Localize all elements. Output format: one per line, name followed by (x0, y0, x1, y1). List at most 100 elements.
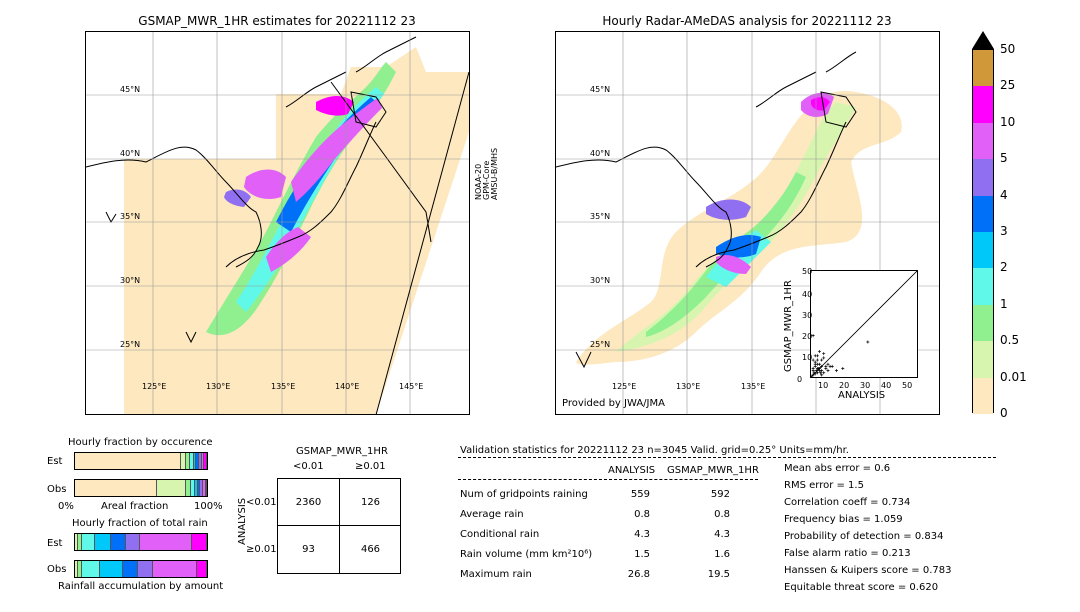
right-map-title: Hourly Radar-AMeDAS analysis for 2022111… (602, 14, 892, 28)
colorbar-segment (973, 232, 993, 269)
colorbar-tick-label: 5 (1000, 151, 1008, 166)
lon-label: 135°E (741, 382, 766, 391)
scatter-xlabel: ANALYSIS (838, 390, 886, 401)
scatter-point (811, 358, 815, 362)
scatter-xtick: 30 (860, 381, 871, 390)
stat-label: Rain volume (mm km²10⁶) (460, 549, 593, 560)
stat-gsmap: 592 (710, 489, 730, 500)
bar-segment (202, 480, 206, 496)
lat-label: 30°N (120, 276, 141, 285)
scatter-point (817, 362, 821, 366)
scatter-point (813, 354, 817, 358)
colorbar-tick-label: 10 (1000, 114, 1016, 129)
scatter-point (814, 369, 818, 373)
contingency-cell: 93 (302, 544, 315, 555)
bar-segment (77, 534, 82, 550)
colorbar-tick-label: 25 (1000, 78, 1016, 93)
scatter-point (820, 369, 824, 373)
occurrence-xlabel: Areal fraction (101, 501, 169, 512)
bar-segment (123, 561, 139, 577)
lon-label: 130°E (206, 382, 231, 391)
scatter-ytick: 20 (802, 332, 813, 341)
stat-analysis: 4.3 (634, 529, 650, 540)
bar-segment (99, 561, 124, 577)
bar-segment (191, 480, 196, 496)
bar-segment (138, 561, 153, 577)
colorbar-segment (973, 341, 993, 378)
scatter-point (866, 340, 870, 344)
scatter-point (822, 356, 826, 360)
score-line: Hanssen & Kuipers score = 0.783 (784, 565, 952, 576)
scatter-ytick: 10 (802, 353, 813, 362)
stat-label: Num of gridpoints raining (460, 489, 588, 500)
score-line: RMS error = 1.5 (784, 480, 864, 491)
score-line: Mean abs error = 0.6 (784, 463, 891, 474)
stat-analysis: 0.8 (634, 509, 650, 520)
contingency-cell: 2360 (295, 497, 322, 508)
stat-analysis: 26.8 (627, 569, 650, 580)
bar-segment (197, 480, 201, 496)
scatter-ytick: 50 (802, 267, 813, 276)
stat-gsmap: 1.6 (714, 549, 730, 560)
stat-analysis: 1.5 (634, 549, 650, 560)
lat-label: 45°N (120, 85, 141, 94)
scatter-ylabel: GSMAP_MWR_1HR (783, 280, 794, 372)
stat-gsmap: 19.5 (707, 569, 730, 580)
scatter-point (820, 373, 824, 377)
stat-gsmap: 0.8 (714, 509, 730, 520)
bar-segment (77, 561, 83, 577)
occurrence-bar-est (74, 452, 208, 470)
scatter-point (815, 358, 819, 362)
occurrence-bar-obs (74, 479, 208, 497)
scatter-point (822, 352, 826, 356)
bar-segment (152, 561, 197, 577)
scatter-point (811, 334, 815, 338)
colorbar-tick-label: 0.01 (1000, 369, 1027, 384)
scatter-point (822, 371, 826, 375)
bar-segment (94, 534, 111, 550)
colorbar-segment (973, 377, 993, 414)
left-map-canvas (86, 32, 469, 414)
left-map-title: GSMAP_MWR_1HR estimates for 20221112 23 (138, 14, 416, 28)
occurrence-title: Hourly fraction by occurence (68, 437, 213, 448)
scatter-point (819, 371, 823, 375)
colorbar-segment (973, 268, 993, 305)
contingency-table: 2360 126 93 466 (277, 478, 401, 574)
contingency-row-label: <0.01 (246, 497, 277, 508)
scatter-point (811, 373, 815, 377)
bar-segment (189, 453, 194, 469)
lat-label: 45°N (590, 85, 611, 94)
colorbar (972, 49, 994, 414)
scatter-point (815, 367, 819, 371)
colorbar-tick-label: 0 (1000, 406, 1008, 420)
stat-analysis: 559 (630, 489, 650, 500)
bar-segment (156, 480, 186, 496)
validation-divider (458, 479, 758, 480)
bar-segment (195, 480, 198, 496)
colorbar-segment (973, 159, 993, 196)
lat-label: 40°N (120, 149, 141, 158)
bar-segment (205, 480, 207, 496)
lon-label: 130°E (676, 382, 701, 391)
lon-label: 125°E (612, 382, 637, 391)
scatter-point (813, 372, 817, 376)
left-map: 45°N 40°N 35°N 30°N 25°N 125°E 130°E 135… (85, 31, 470, 415)
colorbar-tick-label: 1 (1000, 296, 1008, 311)
scatter-point (841, 367, 845, 371)
occurrence-row-obs: Obs (47, 484, 67, 495)
occurrence-xtick-0: 0% (58, 501, 74, 512)
lon-label: 125°E (142, 382, 167, 391)
bar-segment (196, 453, 200, 469)
bar-segment (200, 480, 203, 496)
lon-label: 135°E (271, 382, 296, 391)
bar-segment (139, 534, 193, 550)
contingency-row-axis: ANALYSIS (237, 497, 248, 545)
scatter-xtick: 10 (818, 381, 829, 390)
validation-col-analysis: ANALYSIS (608, 465, 656, 476)
rain-row-obs: Obs (47, 564, 67, 575)
scatter-xtick: 50 (902, 381, 913, 390)
validation-header: Validation statistics for 20221112 23 n=… (460, 445, 849, 456)
bar-segment (75, 453, 181, 469)
occurrence-row-est: Est (47, 456, 63, 467)
contingency-row-label: ≥0.01 (246, 544, 277, 555)
